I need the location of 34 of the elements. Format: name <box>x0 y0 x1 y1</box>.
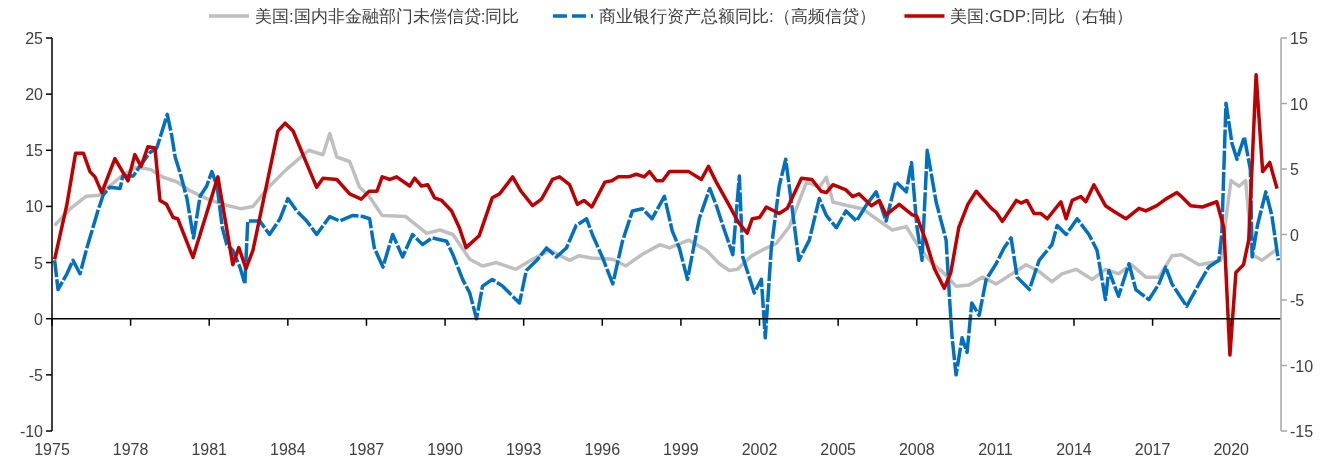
y2-tick-label: -5 <box>1290 292 1305 309</box>
y2-tick-label: -10 <box>1290 357 1314 375</box>
y2-tick-label: 5 <box>1290 161 1299 178</box>
x-tick-label: 1978 <box>112 441 149 458</box>
x-tick-label: 1999 <box>663 441 699 458</box>
x-tick-label: 2008 <box>898 441 935 458</box>
x-tick-label: 1993 <box>505 441 542 458</box>
y2-tick-label: 0 <box>1290 226 1299 244</box>
x-tick-label: 2005 <box>820 441 857 458</box>
x-tick-label: 1996 <box>584 441 621 458</box>
legend-label: 美国:GDP:同比（右轴） <box>950 7 1133 26</box>
y-tick-label: 5 <box>34 254 44 272</box>
x-tick-label: 1990 <box>427 441 463 458</box>
y-tick-label: 20 <box>25 86 44 104</box>
y2-tick-label: 15 <box>1290 30 1308 47</box>
y-tick-label: 15 <box>25 142 44 160</box>
x-tick-label: 1984 <box>270 441 306 458</box>
y2-tick-label: 10 <box>1290 95 1308 113</box>
x-tick-label: 1987 <box>348 441 385 458</box>
y2-tick-label: -15 <box>1290 423 1314 440</box>
x-tick-label: 1975 <box>34 441 70 458</box>
y-tick-label: 0 <box>34 310 44 328</box>
y-tick-label: -5 <box>28 366 44 384</box>
y-tick-label: 10 <box>25 198 44 216</box>
legend-label: 商业银行资产总额同比:（高频信贷） <box>598 7 876 26</box>
y-tick-label: 25 <box>25 30 44 47</box>
legend-label: 美国:国内非金融部门未偿信贷:同比 <box>254 7 520 26</box>
x-tick-label: 2011 <box>978 441 1013 458</box>
x-tick-label: 2020 <box>1213 441 1250 458</box>
x-tick-label: 1981 <box>191 441 228 458</box>
x-tick-label: 2017 <box>1134 441 1171 458</box>
x-tick-label: 2002 <box>741 441 778 458</box>
x-tick-label: 2014 <box>1056 441 1092 458</box>
y-tick-label: -10 <box>19 423 44 440</box>
